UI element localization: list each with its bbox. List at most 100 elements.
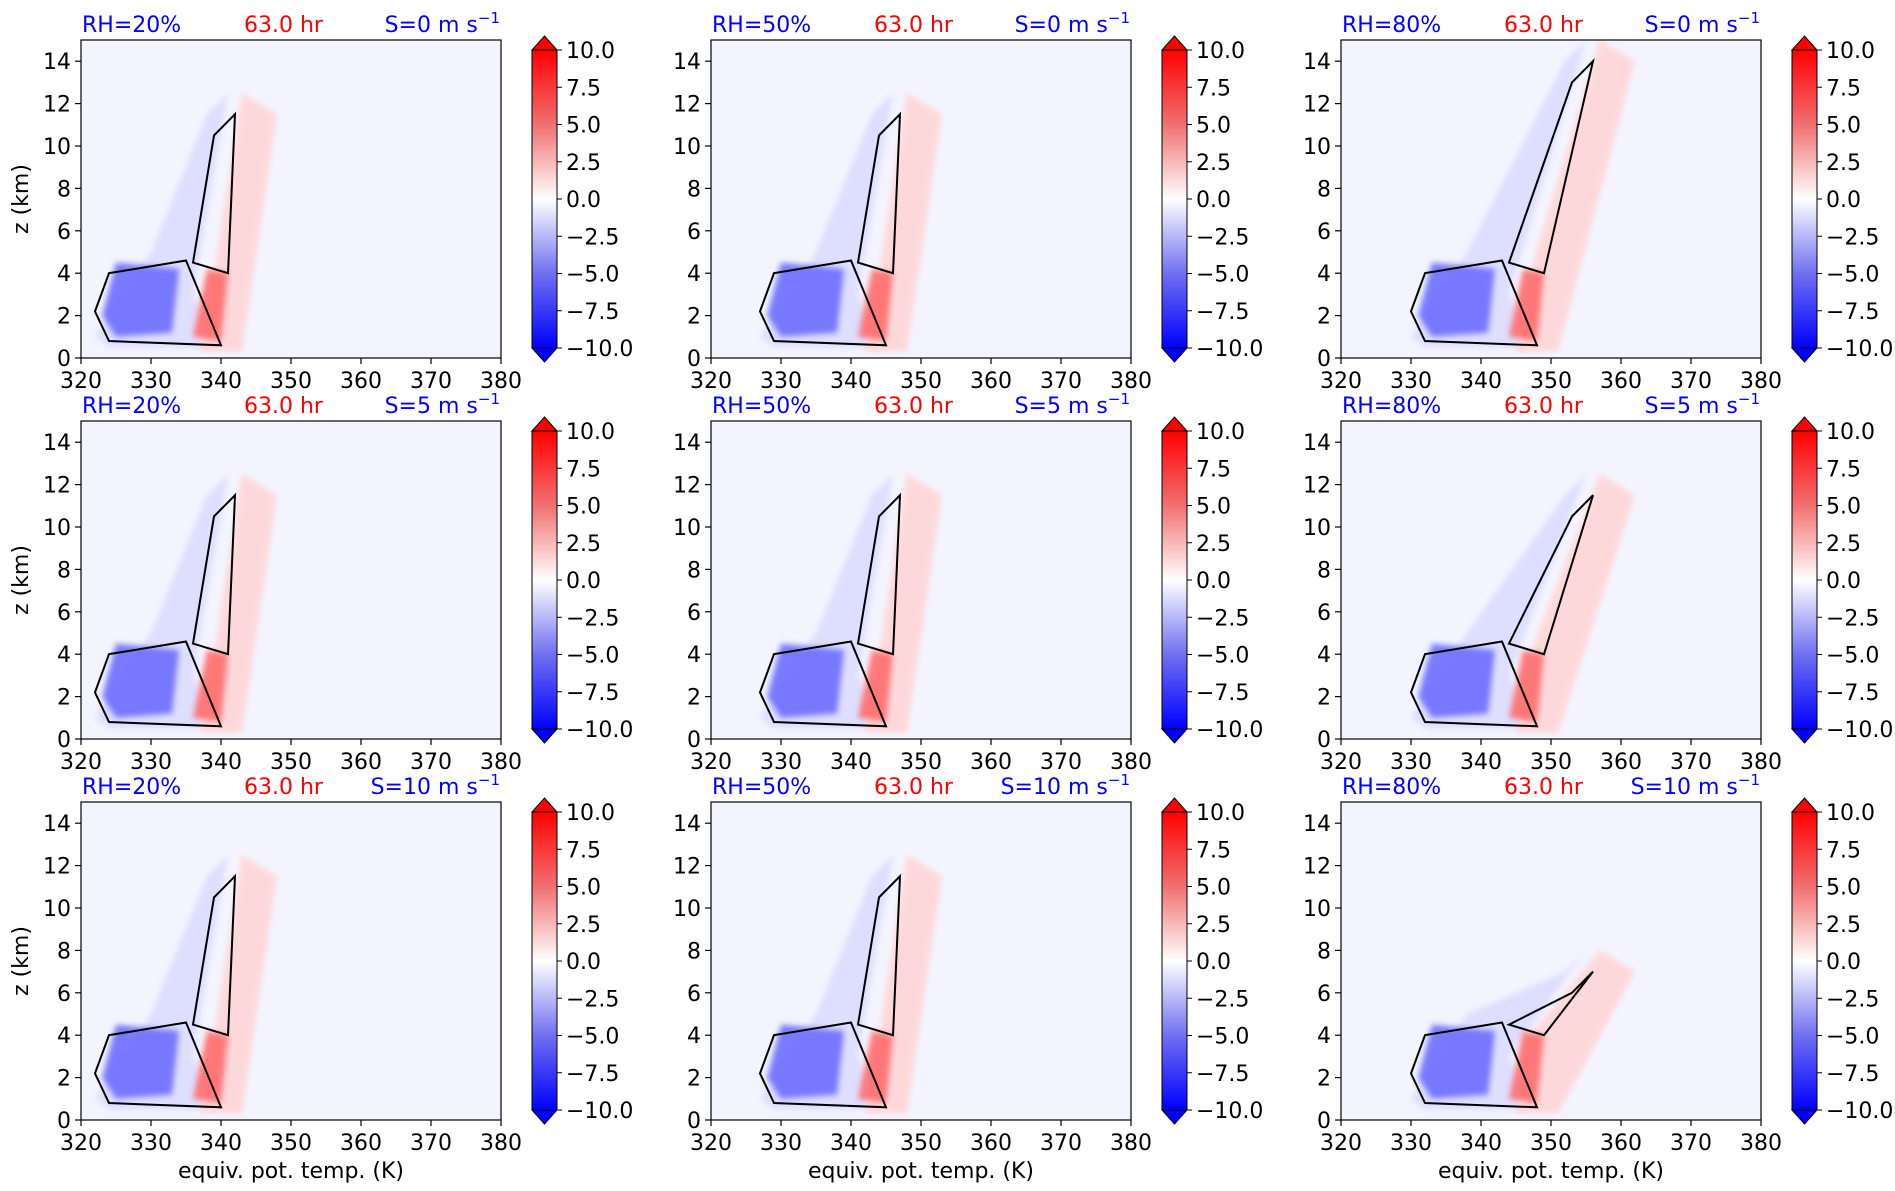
y-tick-label: 6 — [1317, 982, 1331, 1007]
y-tick-label: 6 — [687, 220, 701, 245]
y-tick-label: 4 — [687, 262, 701, 287]
time-label: 63.0 hr — [244, 13, 324, 38]
colorbar-tick-label: −5.0 — [1196, 1025, 1249, 1050]
colorbar-extend-min — [530, 1109, 559, 1125]
contour-fill — [1509, 650, 1544, 722]
x-tick-label: 340 — [830, 750, 872, 775]
contour-fill — [1418, 1024, 1495, 1099]
x-tick-label: 370 — [410, 750, 452, 775]
contour-line — [1409, 259, 1539, 347]
colorbar-ramp — [1161, 49, 1188, 349]
panel-6: 320 330 340 350 360 370 380 0 2 4 6 8 10 12 14 RH=80% 63… — [1303, 390, 1893, 775]
colorbar-tick-label: −2.5 — [566, 987, 619, 1012]
x-tick-label: 340 — [1460, 750, 1502, 775]
colorbar-tick-label: −2.5 — [566, 606, 619, 631]
y-tick-label: 14 — [1303, 812, 1331, 837]
colorbar-tick-label: 2.5 — [1196, 532, 1231, 557]
time-label: 63.0 hr — [874, 775, 954, 800]
x-tick-label: 330 — [760, 750, 802, 775]
colorbar-ramp — [1791, 430, 1818, 730]
colorbar-tick-label: 10.0 — [566, 420, 615, 445]
time-label: 63.0 hr — [244, 394, 324, 419]
x-tick-label: 370 — [410, 1131, 452, 1156]
y-tick-label: 12 — [1303, 855, 1331, 880]
contour-line — [93, 259, 223, 347]
x-tick-label: 340 — [830, 369, 872, 394]
contour-field — [758, 474, 942, 733]
colorbar-tick-label: 7.5 — [1196, 457, 1231, 482]
x-tick-label: 350 — [270, 1131, 312, 1156]
rh-label: RH=20% — [82, 13, 181, 38]
x-tick-label: 320 — [1320, 750, 1362, 775]
contour-line — [1409, 640, 1539, 728]
x-tick-label: 330 — [130, 369, 172, 394]
y-tick-label: 8 — [1317, 177, 1331, 202]
colorbar-tick-label: 10.0 — [566, 39, 615, 64]
shear-label: S=5 m s−1 — [1645, 390, 1760, 419]
y-tick-label: 2 — [57, 686, 71, 711]
x-tick-label: 380 — [1110, 369, 1152, 394]
colorbar-tick-label: 0.0 — [566, 188, 601, 213]
y-tick-label: 8 — [57, 177, 71, 202]
x-tick-label: 370 — [1670, 369, 1712, 394]
colorbar-ramp — [531, 811, 558, 1111]
colorbar-extend-max — [530, 797, 559, 813]
contour-fill — [193, 269, 228, 341]
y-tick-label: 12 — [1303, 474, 1331, 499]
x-tick-label: 330 — [760, 369, 802, 394]
time-label: 63.0 hr — [1504, 775, 1584, 800]
colorbar-extend-min — [1790, 1109, 1819, 1125]
y-tick-label: 2 — [687, 686, 701, 711]
colorbar-extend-min — [530, 728, 559, 744]
x-tick-label: 380 — [480, 1131, 522, 1156]
x-tick-label: 350 — [1530, 369, 1572, 394]
contour-fill — [767, 262, 844, 337]
panel-2: 320 330 340 350 360 370 380 0 2 4 6 8 10 12 14 RH=50% 63… — [673, 9, 1263, 394]
contour-line — [191, 111, 237, 275]
colorbar-extend-max — [530, 35, 559, 51]
colorbar-tick-label: −10.0 — [566, 1099, 633, 1124]
y-tick-label: 4 — [1317, 262, 1331, 287]
colorbar-ramp — [1161, 430, 1188, 730]
y-tick-label: 6 — [57, 220, 71, 245]
x-tick-label: 360 — [970, 750, 1012, 775]
shear-label: S=10 m s−1 — [371, 771, 500, 800]
contour-line — [191, 873, 237, 1037]
time-label: 63.0 hr — [874, 394, 954, 419]
time-label: 63.0 hr — [244, 775, 324, 800]
x-tick-label: 380 — [1740, 369, 1782, 394]
colorbar-tick-label: 10.0 — [1196, 420, 1245, 445]
colorbar-tick-label: 2.5 — [566, 151, 601, 176]
colorbar-tick-label: −2.5 — [1196, 225, 1249, 250]
colorbar: 10.0 7.5 5.0 2.5 0.0 −2.5 −5.0 −7.5 −10.0 — [1790, 35, 1893, 363]
colorbar-tick-label: 7.5 — [566, 457, 601, 482]
y-tick-label: 0 — [1317, 1109, 1331, 1134]
colorbar: 10.0 7.5 5.0 2.5 0.0 −2.5 −5.0 −7.5 −10.0 — [1160, 35, 1263, 363]
shear-superscript: −1 — [478, 390, 500, 408]
x-tick-label: 320 — [690, 750, 732, 775]
colorbar-tick-label: −2.5 — [1196, 606, 1249, 631]
contour-fill — [1509, 1031, 1544, 1103]
colorbar-extend-min — [1790, 347, 1819, 363]
colorbar-tick-label: 7.5 — [1196, 76, 1231, 101]
colorbar-tick-label: 0.0 — [1196, 188, 1231, 213]
x-tick-label: 320 — [60, 1131, 102, 1156]
colorbar-tick-label: −2.5 — [1196, 987, 1249, 1012]
contour-fill — [102, 1024, 179, 1099]
colorbar: 10.0 7.5 5.0 2.5 0.0 −2.5 −5.0 −7.5 −10.0 — [530, 416, 633, 744]
contour-line — [758, 1021, 888, 1109]
rh-label: RH=80% — [1342, 13, 1441, 38]
colorbar-tick-label: 10.0 — [1826, 801, 1875, 826]
colorbar-tick-label: 10.0 — [566, 801, 615, 826]
colorbar-extend-min — [1790, 728, 1819, 744]
rh-label: RH=20% — [82, 775, 181, 800]
rh-label: RH=50% — [712, 394, 811, 419]
y-tick-label: 14 — [43, 50, 71, 75]
contour-fill — [1418, 262, 1495, 337]
shear-label: S=10 m s−1 — [1001, 771, 1130, 800]
colorbar-ramp — [1791, 811, 1818, 1111]
colorbar: 10.0 7.5 5.0 2.5 0.0 −2.5 −5.0 −7.5 −10.0 — [1160, 797, 1263, 1125]
colorbar-ramp — [1161, 811, 1188, 1111]
x-tick-label: 320 — [60, 369, 102, 394]
y-tick-label: 8 — [687, 939, 701, 964]
